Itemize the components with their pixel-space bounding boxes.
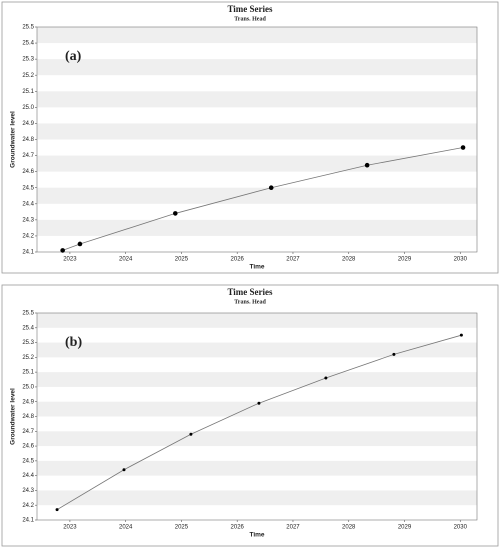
x-tick-label: 2029 (398, 525, 412, 531)
chart-panel: Time Series Trans. Head 24.1 24.2 24.3 24.4 24… (1, 1, 499, 274)
y-axis-label: Groundwater level (10, 111, 17, 168)
x-tick-label: 2028 (342, 257, 356, 263)
y-tick-label: 24.1 (22, 250, 34, 256)
data-point (364, 162, 370, 168)
y-tick-label: 24.4 (22, 473, 34, 479)
y-tick-label: 24.3 (22, 488, 34, 494)
grid-band (37, 59, 477, 76)
x-tick-label: 2023 (63, 257, 77, 263)
x-tick-label: 2025 (175, 525, 189, 531)
y-axis-label: Groundwater level (10, 388, 17, 445)
x-axis-label: Time (249, 264, 264, 271)
grid-band (37, 123, 477, 140)
grid-band (37, 313, 477, 328)
panel-label: (b) (65, 335, 82, 350)
grid-band (37, 91, 477, 108)
x-tick-label: 2028 (342, 525, 356, 531)
x-tick-label: 2030 (454, 525, 468, 531)
y-tick-label: 25.1 (22, 370, 34, 376)
y-tick-label: 24.8 (22, 137, 34, 143)
y-tick-label: 24.6 (22, 169, 34, 175)
data-point (77, 241, 83, 247)
series-line (62, 147, 464, 251)
y-tick-label: 24.5 (22, 185, 34, 191)
grid-band (37, 27, 477, 44)
data-point (189, 432, 193, 436)
y-tick-label: 25.3 (22, 340, 34, 346)
grid-band (37, 372, 477, 387)
grid-band (37, 187, 477, 204)
data-point (460, 145, 466, 150)
data-point (268, 185, 274, 191)
y-tick-label: 25.2 (22, 73, 34, 79)
grid-band (37, 401, 477, 417)
chart-subtitle: Trans. Head (234, 299, 266, 305)
y-tick-label: 25.4 (22, 325, 34, 331)
y-tick-label: 24.2 (22, 234, 34, 240)
y-tick-label: 24.8 (22, 414, 34, 420)
y-tick-label: 25.0 (22, 105, 34, 111)
x-tick-label: 2029 (398, 257, 412, 263)
data-point (173, 211, 178, 216)
x-tick-label: 2024 (119, 525, 133, 531)
data-point (324, 376, 328, 380)
data-point (459, 333, 463, 337)
x-tick-label: 2024 (119, 257, 133, 263)
x-tick-label: 2027 (286, 525, 300, 531)
y-tick-label: 25.2 (22, 355, 34, 361)
y-tick-label: 24.2 (22, 503, 34, 509)
y-tick-label: 24.3 (22, 217, 34, 223)
data-point (257, 401, 261, 405)
data-point (60, 248, 65, 253)
data-point (122, 468, 126, 472)
grid-band (37, 342, 477, 358)
x-tick-label: 2027 (286, 257, 300, 263)
chart-title: Time Series (227, 287, 273, 297)
y-tick-label: 24.6 (22, 444, 34, 450)
plot-frame (36, 312, 478, 521)
chart-subtitle: Trans. Head (234, 16, 266, 22)
x-tick-label: 2025 (175, 257, 189, 263)
grid-band (37, 490, 477, 506)
panel-label: (a) (65, 49, 82, 64)
data-point (392, 352, 396, 356)
y-tick-label: 25.0 (22, 385, 34, 391)
grid-band (37, 219, 477, 236)
y-tick-label: 24.9 (22, 121, 34, 127)
chart-title: Time Series (227, 4, 273, 14)
y-tick-label: 24.1 (22, 518, 34, 524)
grid-band (37, 460, 477, 476)
y-tick-label: 24.4 (22, 201, 34, 207)
y-tick-label: 24.5 (22, 458, 34, 464)
y-tick-label: 25.4 (22, 41, 34, 47)
x-tick-label: 2026 (231, 525, 245, 531)
y-tick-label: 24.7 (22, 429, 34, 435)
y-tick-label: 24.7 (22, 153, 34, 159)
x-tick-label: 2030 (454, 257, 468, 263)
chart-panel: Time Series Trans. Head 24.1 24.2 24.3 24.4 24… (1, 284, 499, 547)
y-tick-label: 24.9 (22, 399, 34, 405)
y-tick-label: 25.3 (22, 57, 34, 63)
data-point (55, 508, 59, 512)
x-tick-label: 2026 (231, 257, 245, 263)
x-axis-label: Time (249, 532, 264, 539)
y-tick-label: 25.5 (22, 25, 34, 31)
x-tick-label: 2023 (63, 525, 77, 531)
plot-frame (36, 26, 478, 253)
y-tick-label: 25.5 (22, 311, 34, 317)
grid-band (37, 155, 477, 172)
y-tick-label: 25.1 (22, 89, 34, 95)
grid-band (37, 431, 477, 447)
